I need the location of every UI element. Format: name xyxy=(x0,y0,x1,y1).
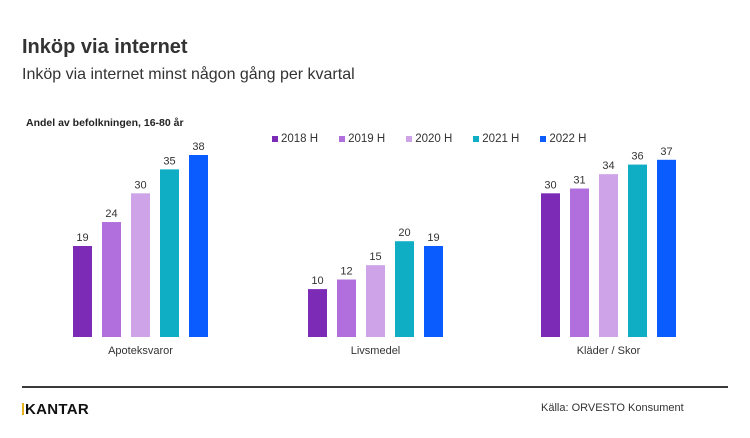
data-label: 35 xyxy=(163,155,175,167)
bar xyxy=(102,222,121,337)
data-label: 36 xyxy=(631,151,643,163)
bar xyxy=(657,159,676,337)
chart-subtitle: Inköp via internet minst någon gång per … xyxy=(22,66,355,83)
y-axis-label: Andel av befolkningen, 16-80 år xyxy=(26,117,184,129)
bar xyxy=(366,265,385,337)
bar xyxy=(337,279,356,337)
data-label: 12 xyxy=(340,266,352,278)
legend: 2018 H 2019 H 2020 H 2021 H 2022 H xyxy=(272,133,586,145)
data-label: 34 xyxy=(602,160,614,172)
legend-swatch xyxy=(272,136,278,142)
legend-swatch xyxy=(339,136,346,142)
data-label: 24 xyxy=(105,208,117,220)
category-label: Kläder / Skor xyxy=(577,345,641,357)
data-label: 31 xyxy=(573,175,585,187)
bar xyxy=(160,169,179,337)
source-note: Källa: ORVESTO Konsument xyxy=(541,402,684,414)
logo-text: KANTAR xyxy=(25,401,90,418)
legend-label: 2018 H xyxy=(281,133,319,145)
data-label: 20 xyxy=(398,227,410,239)
legend-swatch xyxy=(473,136,480,142)
bar xyxy=(599,174,618,337)
data-label: 19 xyxy=(76,232,88,244)
data-label: 30 xyxy=(544,179,556,191)
data-label: 10 xyxy=(311,275,323,287)
bar xyxy=(628,164,647,337)
bar xyxy=(308,289,327,337)
bar xyxy=(189,155,208,337)
data-label: 38 xyxy=(192,141,204,153)
data-label: 19 xyxy=(427,232,439,244)
legend-item: 2020 H xyxy=(406,133,452,145)
bar xyxy=(541,193,560,337)
footer-divider xyxy=(22,386,728,388)
legend-swatch xyxy=(406,136,413,142)
data-label: 37 xyxy=(660,146,672,158)
bar xyxy=(424,246,443,337)
legend-label: 2019 H xyxy=(348,133,386,145)
data-label: 15 xyxy=(369,251,381,263)
legend-label: 2022 H xyxy=(549,133,587,145)
chart-title: Inköp via internet xyxy=(22,36,188,58)
legend-item: 2021 H xyxy=(473,133,519,145)
category-label: Livsmedel xyxy=(351,345,401,357)
legend-label: 2020 H xyxy=(415,133,453,145)
legend-item: 2019 H xyxy=(339,133,385,145)
legend-swatch xyxy=(540,136,547,142)
data-label: 30 xyxy=(134,179,146,191)
category-label: Apoteksvaror xyxy=(108,345,173,357)
legend-item: 2022 H xyxy=(540,133,586,145)
logo-accent-bar xyxy=(22,403,24,415)
legend-item: 2018 H xyxy=(272,133,318,145)
bar xyxy=(395,241,414,337)
bar xyxy=(570,188,589,337)
bar xyxy=(131,193,150,337)
legend-label: 2021 H xyxy=(482,133,520,145)
bar xyxy=(73,246,92,337)
kantar-logo: KANTAR xyxy=(22,401,89,418)
